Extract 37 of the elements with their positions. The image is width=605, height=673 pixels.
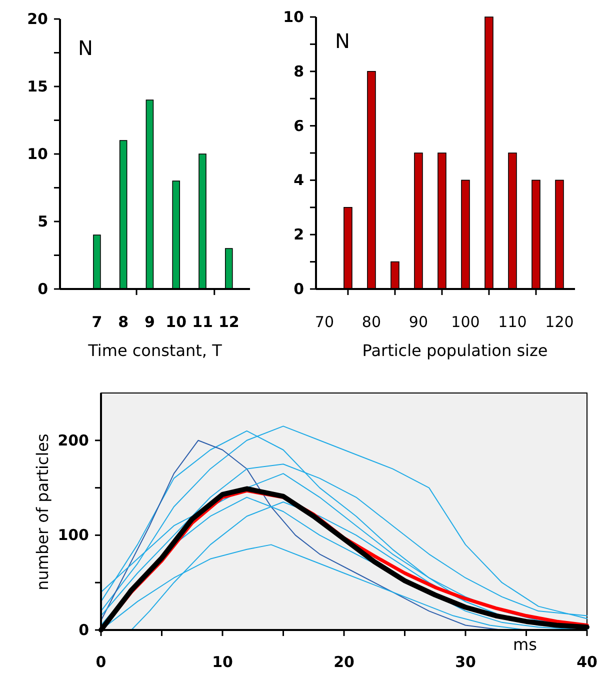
x-axis-title: ms: [513, 635, 537, 654]
y-tick-label: 8: [294, 62, 304, 80]
y-tick-label: 20: [27, 10, 48, 28]
y-tick-label: 10: [283, 8, 304, 26]
y-tick-label: 0: [38, 280, 48, 298]
y-tick-label: 6: [294, 116, 304, 135]
x-tick-label: 70: [314, 313, 334, 331]
x-tick-label: 8: [118, 313, 129, 331]
x-tick-label: 30: [455, 653, 476, 671]
x-tick-label: 120: [545, 313, 574, 331]
y-tick-label: 100: [58, 526, 89, 544]
x-tick-label: 40: [576, 653, 598, 671]
x-tick-label: 9: [144, 313, 155, 331]
x-tick-label: 110: [498, 313, 527, 331]
y-tick-label: 0: [78, 621, 89, 639]
y-axis-title: N: [335, 29, 350, 53]
y-tick-label: 200: [58, 431, 89, 450]
x-tick-label: 7: [92, 313, 102, 331]
x-tick-label: 10: [212, 653, 233, 671]
y-tick-label: 4: [294, 171, 304, 190]
x-axis-title: Particle population size: [362, 341, 548, 360]
x-tick-label: 90: [408, 313, 428, 331]
y-tick-label: 15: [27, 78, 48, 96]
y-tick-label: 10: [27, 145, 48, 163]
x-tick-label: 20: [334, 653, 354, 671]
x-tick-label: 100: [451, 313, 480, 331]
y-tick-label: 2: [294, 226, 304, 244]
y-tick-label: 5: [38, 212, 48, 230]
x-tick-label: 80: [362, 313, 382, 331]
x-tick-label: 10: [166, 313, 187, 331]
y-tick-label: 0: [294, 280, 304, 298]
x-tick-label: 12: [218, 313, 240, 331]
x-tick-label: 0: [96, 653, 106, 671]
y-axis-title: N: [78, 36, 93, 60]
y-axis-title: number of particles: [33, 434, 52, 590]
x-tick-label: 11: [192, 313, 213, 331]
x-axis-title: Time constant, T: [87, 341, 222, 360]
